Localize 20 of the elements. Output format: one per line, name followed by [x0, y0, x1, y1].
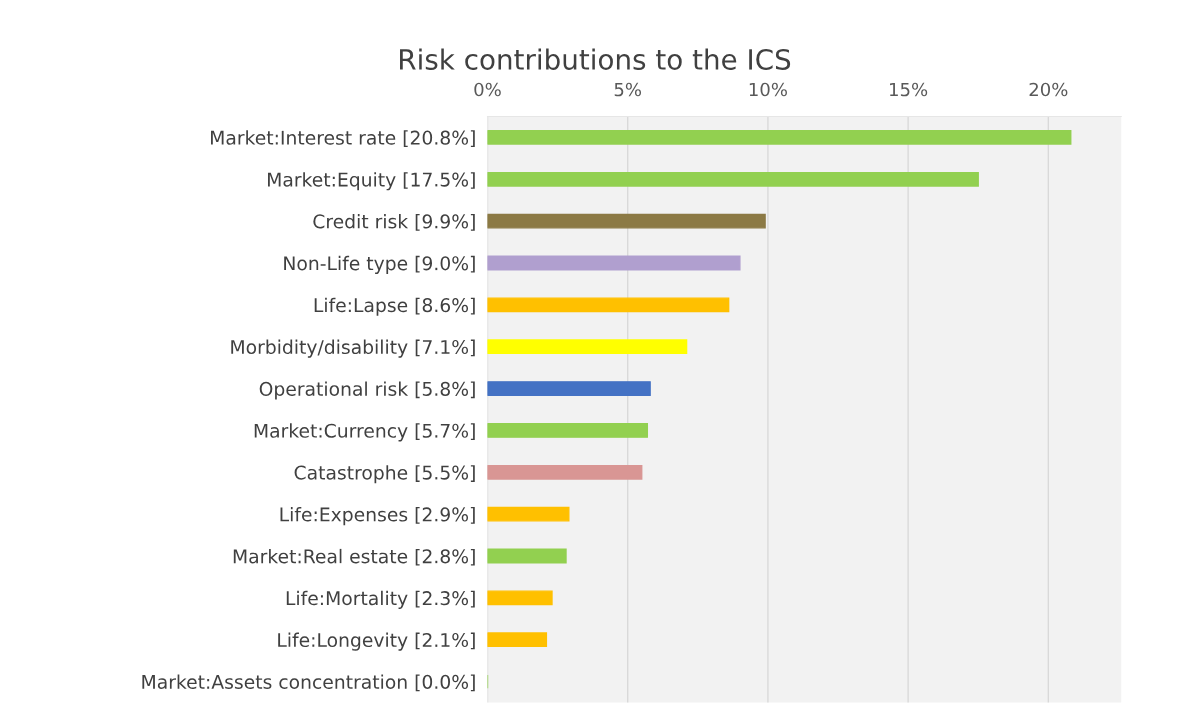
x-tick-label: 10% — [749, 82, 787, 97]
x-tick-label: 20% — [1029, 82, 1068, 97]
y-tick-label: Life:Longevity [2.1%] — [278, 632, 475, 651]
y-tick-label: Morbidity/disability [7.1%] — [231, 339, 475, 358]
chart-title: Risk contributions to the ICS — [400, 48, 791, 70]
y-tick-label: Operational risk [5.8%] — [259, 381, 475, 400]
y-tick-label: Market:Assets concentration [0.0%] — [142, 674, 475, 692]
x-tick-label: 5% — [614, 82, 642, 97]
y-tick-label: Life:Expenses [2.9%] — [280, 507, 475, 526]
y-tick-label: Life:Lapse [8.6%] — [314, 297, 475, 316]
y-tick-label: Market:Equity [17.5%] — [268, 172, 475, 191]
y-tick-label: Credit risk [9.9%] — [313, 214, 475, 231]
x-tick-label: 0% — [474, 82, 501, 97]
y-tick-label: Non-Life type [9.0%] — [284, 255, 475, 275]
x-tick-label: 15% — [890, 82, 928, 97]
y-tick-label: Market:Real estate [2.8%] — [233, 548, 475, 566]
y-tick-label: Catastrophe [5.5%] — [294, 465, 475, 484]
y-tick-label: Life:Mortality [2.3%] — [286, 590, 475, 609]
y-tick-label: Market:Currency [5.7%] — [254, 423, 475, 442]
y-tick-label: Market:Interest rate [20.8%] — [211, 130, 475, 148]
